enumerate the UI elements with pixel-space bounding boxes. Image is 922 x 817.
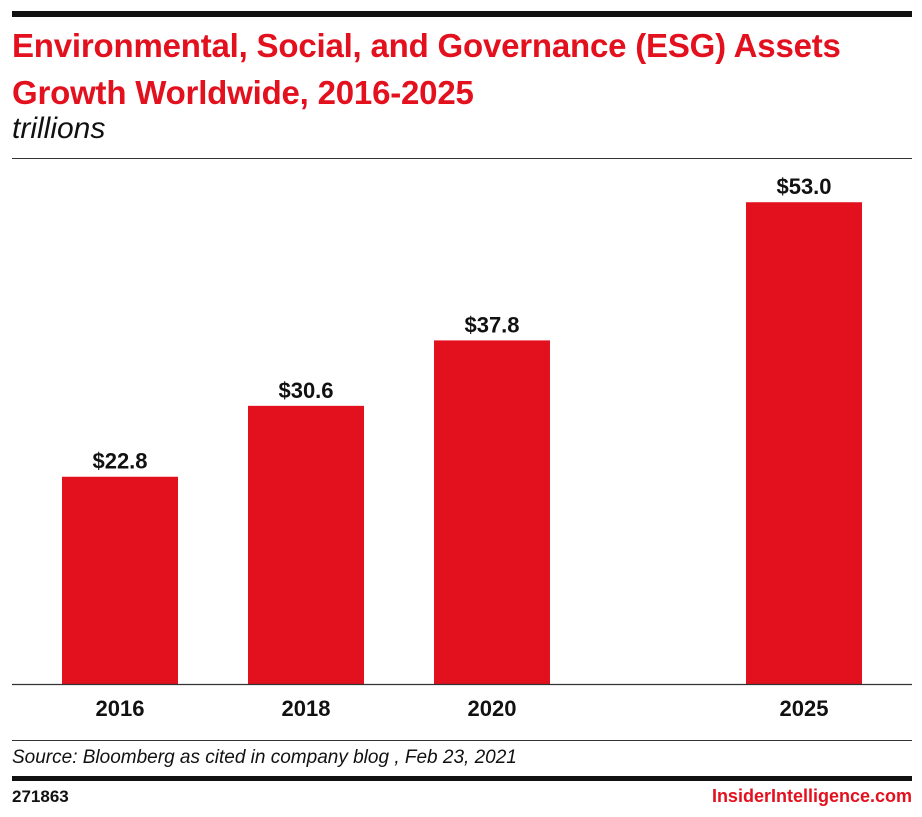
bar-2025: [746, 202, 862, 685]
x-tick-label-2018: 2018: [282, 696, 331, 721]
brand-link[interactable]: InsiderIntelligence.com: [711, 786, 912, 806]
source-note: Source: Bloomberg as cited in company bl…: [12, 747, 517, 768]
bar-chart: $22.8 2016 $30.6 2018 $37.8 2020 $53.0 2025: [12, 174, 912, 721]
x-tick-label-2016: 2016: [96, 696, 145, 721]
footer-rule: [12, 776, 912, 781]
chart-subtitle: trillions: [12, 112, 106, 145]
header-divider: [12, 158, 912, 159]
data-label-2016: $22.8: [92, 449, 147, 474]
chart-id: 271863: [12, 787, 69, 806]
x-tick-label-2025: 2025: [780, 696, 829, 721]
data-label-2018: $30.6: [278, 378, 333, 403]
x-tick-label-2020: 2020: [468, 696, 517, 721]
bar-2016: [62, 476, 178, 684]
bar-2020: [434, 340, 550, 684]
chart-title: Environmental, Social, and Governance (E…: [12, 27, 841, 111]
data-label-2020: $37.8: [464, 312, 519, 337]
source-divider: [12, 740, 912, 741]
bar-2018: [248, 405, 364, 684]
data-label-2025: $53.0: [776, 174, 831, 199]
top-rule: [12, 11, 912, 17]
